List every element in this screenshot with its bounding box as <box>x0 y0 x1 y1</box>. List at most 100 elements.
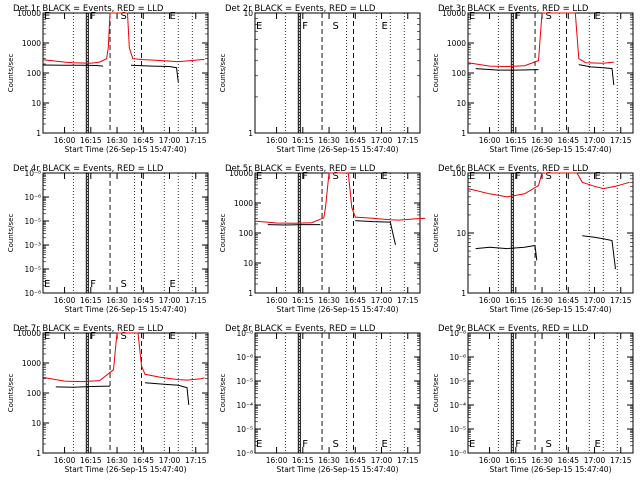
x-axis-label: Start Time (26-Sep-15 15:47:40) <box>277 145 399 154</box>
marker-label: E <box>44 279 50 290</box>
x-axis-label: Start Time (26-Sep-15 15:47:40) <box>490 145 612 154</box>
y-tick-label: 1 <box>36 449 41 458</box>
x-tick-label: 16:15 <box>505 296 527 305</box>
x-tick-label: 16:45 <box>557 296 579 305</box>
y-tick-label: 10⁻⁵ <box>449 377 466 386</box>
y-tick-label: 100 <box>452 169 467 178</box>
marker-label: E <box>170 11 176 22</box>
lld-series-line <box>467 172 630 198</box>
marker-label: S <box>121 11 127 22</box>
x-tick-label: 17:00 <box>371 136 393 145</box>
x-tick-label: 16:30 <box>531 456 553 465</box>
y-tick-label: 10⁻⁵ <box>24 217 41 226</box>
x-tick-label: 17:15 <box>185 456 207 465</box>
marker-label: E <box>44 331 50 342</box>
marker-label: S <box>333 21 339 32</box>
y-tick-label: 1000 <box>22 359 41 368</box>
x-tick-label: 17:00 <box>371 456 393 465</box>
marker-label: S <box>333 171 339 182</box>
events-series-line <box>355 220 396 246</box>
y-axis-label: Counts/sec <box>432 214 440 253</box>
events-series-line <box>475 244 538 261</box>
x-tick-label: 16:30 <box>318 136 340 145</box>
panel-title: Det 5r BLACK = Events, RED = LLD <box>225 164 376 174</box>
marker-label: E <box>595 171 601 182</box>
events-series-line <box>130 64 179 83</box>
x-tick-label: 16:30 <box>318 456 340 465</box>
panel-title: Det 7r BLACK = Events, RED = LLD <box>13 324 164 334</box>
x-axis-label: Start Time (26-Sep-15 15:47:40) <box>490 305 612 314</box>
x-axis-label: Start Time (26-Sep-15 15:47:40) <box>65 305 187 314</box>
y-tick-label: 10⁻³ <box>24 241 41 250</box>
marker-label: F <box>515 439 521 450</box>
y-tick-label: 10⁻⁵ <box>236 377 253 386</box>
x-tick-label: 16:00 <box>479 456 501 465</box>
y-tick-label: 10⁻⁵ <box>24 265 41 274</box>
y-tick-label: 10 <box>243 259 253 268</box>
x-tick-label: 17:15 <box>397 456 419 465</box>
marker-label: F <box>90 279 96 290</box>
marker-label: F <box>515 171 521 182</box>
plot-panel-6: Det 6r BLACK = Events, RED = LLD 1 10 100 Co… <box>432 164 634 314</box>
y-tick-label: 1 <box>36 129 41 138</box>
panel-title: Det 8r BLACK = Events, RED = LLD <box>225 324 376 334</box>
y-tick-label: 10⁻⁸ <box>236 329 253 338</box>
y-tick-label: 10 <box>31 419 41 428</box>
marker-label: F <box>90 11 96 22</box>
marker-label: S <box>121 331 127 342</box>
events-series-line <box>144 382 190 405</box>
y-tick-label: 100 <box>452 69 467 78</box>
y-axis-label: Counts/sec <box>219 214 227 253</box>
x-tick-label: 17:00 <box>159 296 181 305</box>
x-tick-label: 16:45 <box>344 456 366 465</box>
x-axis-label: Start Time (26-Sep-15 15:47:40) <box>277 305 399 314</box>
plot-frame <box>42 172 209 294</box>
events-series-line <box>475 68 539 71</box>
y-axis-label: Counts/sec <box>219 374 227 413</box>
x-tick-label: 17:15 <box>185 296 207 305</box>
marker-label: E <box>469 171 475 182</box>
x-axis-label: Start Time (26-Sep-15 15:47:40) <box>490 465 612 474</box>
x-tick-label: 16:45 <box>557 456 579 465</box>
marker-label: E <box>595 11 601 22</box>
y-tick-label: 10 <box>456 229 466 238</box>
x-tick-label: 16:00 <box>266 136 288 145</box>
y-tick-label: 10000 <box>17 9 41 18</box>
x-tick-label: 17:00 <box>371 296 393 305</box>
marker-label: E <box>382 171 388 182</box>
plot-frame <box>467 12 634 134</box>
plot-panel-3: Det 3r BLACK = Events, RED = LLD 1 10 100 10… <box>432 4 634 154</box>
y-tick-label: 10⁻⁵ <box>449 425 466 434</box>
y-axis-label: Counts/sec <box>432 374 440 413</box>
y-tick-label: 1000 <box>22 39 41 48</box>
marker-label: E <box>170 331 176 342</box>
x-tick-label: 16:15 <box>80 456 102 465</box>
x-tick-label: 16:45 <box>132 136 154 145</box>
y-tick-label: 10 <box>243 9 253 18</box>
y-tick-label: 10⁻⁶ <box>449 353 466 362</box>
marker-label: E <box>595 439 601 450</box>
plot-frame <box>467 172 634 294</box>
x-tick-label: 16:00 <box>54 296 76 305</box>
x-tick-label: 16:15 <box>80 296 102 305</box>
y-tick-label: 10⁻⁶ <box>236 353 253 362</box>
y-tick-label: 1000 <box>234 199 253 208</box>
lld-series-line <box>467 12 614 68</box>
x-tick-label: 16:45 <box>557 136 579 145</box>
x-tick-label: 16:15 <box>292 456 314 465</box>
marker-label: E <box>170 279 176 290</box>
y-tick-label: 1 <box>461 289 466 298</box>
y-tick-label: 100 <box>27 69 42 78</box>
x-tick-label: 17:15 <box>610 456 632 465</box>
events-series-line <box>582 235 616 270</box>
plot-panel-5: Det 5r BLACK = Events, RED = LLD 1 10 100 10… <box>219 164 426 314</box>
events-series-line <box>42 64 104 67</box>
x-tick-label: 17:15 <box>610 296 632 305</box>
marker-label: E <box>256 439 262 450</box>
plot-frame <box>42 332 209 454</box>
marker-label: F <box>302 171 308 182</box>
y-tick-label: 100 <box>239 229 254 238</box>
lld-series-line <box>42 12 205 64</box>
x-tick-label: 16:30 <box>531 136 553 145</box>
y-axis-label: Counts/sec <box>432 54 440 93</box>
